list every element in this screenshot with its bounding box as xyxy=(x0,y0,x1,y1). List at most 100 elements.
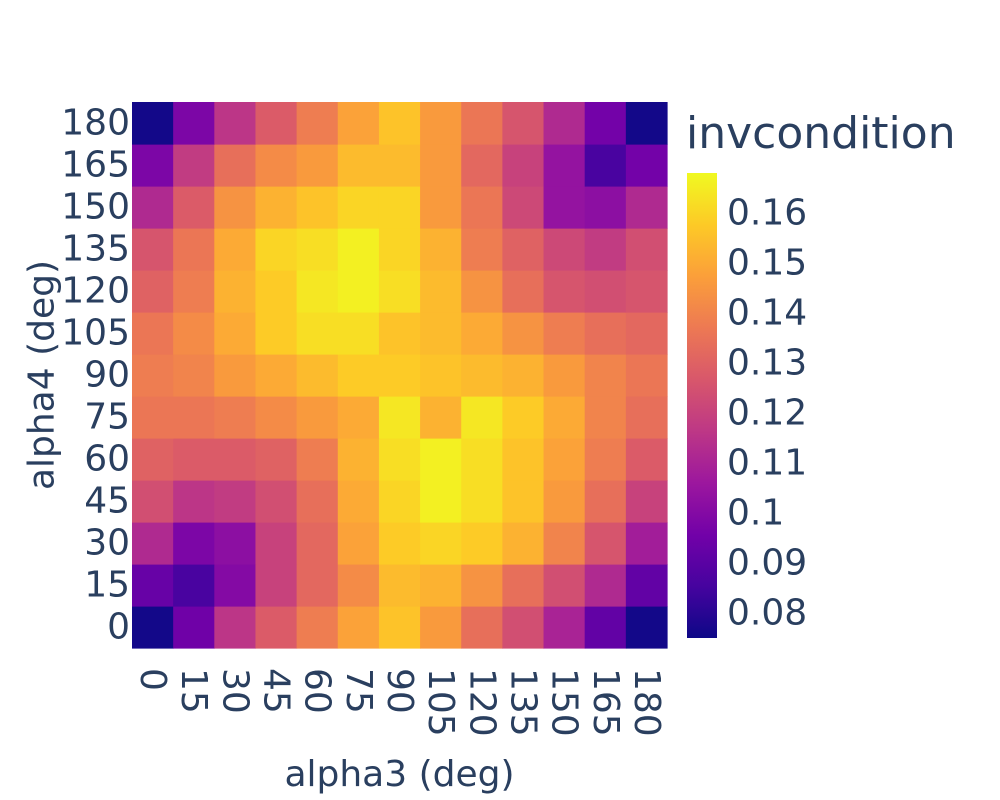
colorbar-tick-label: 0.14 xyxy=(727,293,807,334)
y-tick-label: 150 xyxy=(61,187,130,228)
heatmap-cell xyxy=(173,606,215,649)
heatmap-cell xyxy=(543,102,586,145)
heatmap-cell xyxy=(132,396,174,439)
heatmap-cell xyxy=(214,480,257,523)
heatmap-cell xyxy=(625,480,668,523)
heatmap-cell xyxy=(296,102,339,145)
x-tick-label: 45 xyxy=(256,668,297,714)
heatmap-cell xyxy=(461,228,503,271)
heatmap-cell xyxy=(584,270,627,313)
heatmap-cell xyxy=(214,102,257,145)
heatmap-cell xyxy=(132,438,174,481)
heatmap-cell xyxy=(420,312,462,355)
heatmap-cell xyxy=(584,102,627,145)
heatmap-cell xyxy=(543,522,586,565)
heatmap-cell xyxy=(214,270,257,313)
y-tick-label: 165 xyxy=(61,145,130,186)
heatmap-cell xyxy=(543,144,586,187)
heatmap-cell xyxy=(296,228,339,271)
y-tick-label: 30 xyxy=(84,523,130,564)
heatmap-cell xyxy=(543,396,586,439)
heatmap-cell xyxy=(255,228,298,271)
y-tick-label: 0 xyxy=(107,607,130,648)
heatmap-cell xyxy=(337,186,380,229)
heatmap-cell xyxy=(584,228,627,271)
x-tick-label: 15 xyxy=(173,668,214,714)
heatmap-cell xyxy=(502,102,545,145)
heatmap-cell xyxy=(214,606,257,649)
heatmap-cell xyxy=(132,354,174,397)
colorbar-tick-label: 0.15 xyxy=(727,243,807,284)
heatmap-cell xyxy=(378,480,421,523)
heatmap-cell xyxy=(461,312,503,355)
heatmap-cell xyxy=(173,438,215,481)
heatmap-cell xyxy=(214,564,257,607)
heatmap-cell xyxy=(337,228,380,271)
heatmap-cell xyxy=(337,312,380,355)
heatmap-cell xyxy=(584,564,627,607)
y-tick-label: 90 xyxy=(84,355,130,396)
heatmap-cell xyxy=(584,480,627,523)
colorbar-title: invcondition xyxy=(686,108,956,159)
heatmap-cell xyxy=(337,354,380,397)
heatmap-cell xyxy=(461,564,503,607)
y-tick-label: 105 xyxy=(61,313,130,354)
heatmap-cell xyxy=(296,312,339,355)
x-tick-label: 105 xyxy=(420,668,461,737)
heatmap-cell xyxy=(214,228,257,271)
heatmap-cell xyxy=(337,102,380,145)
heatmap-cell xyxy=(255,480,298,523)
heatmap-cell xyxy=(420,396,462,439)
heatmap-cell xyxy=(502,228,545,271)
heatmap-cell xyxy=(625,186,668,229)
heatmap-cell xyxy=(502,522,545,565)
heatmap-cell xyxy=(625,102,668,145)
heatmap-cell xyxy=(132,186,174,229)
heatmap-cell xyxy=(296,354,339,397)
heatmap-cell xyxy=(502,312,545,355)
heatmap-cell xyxy=(337,606,380,649)
x-tick-label: 90 xyxy=(379,668,420,714)
heatmap-cell xyxy=(461,102,503,145)
heatmap-cell xyxy=(337,396,380,439)
heatmap-cell xyxy=(378,312,421,355)
colorbar-tick-label: 0.09 xyxy=(727,543,807,584)
heatmap-cell xyxy=(255,270,298,313)
heatmap-cell xyxy=(584,354,627,397)
x-tick-label: 150 xyxy=(544,668,585,737)
heatmap-cell xyxy=(502,144,545,187)
colorbar-tick-label: 0.1 xyxy=(727,493,784,534)
heatmap-cell xyxy=(420,606,462,649)
heatmap-cell xyxy=(420,564,462,607)
heatmap-cell xyxy=(132,606,174,649)
heatmap-cell xyxy=(625,522,668,565)
heatmap-cell xyxy=(584,606,627,649)
heatmap-cell xyxy=(255,102,298,145)
heatmap-cell xyxy=(214,312,257,355)
heatmap-cell xyxy=(584,144,627,187)
y-tick-label: 120 xyxy=(61,271,130,312)
heatmap-cell xyxy=(461,606,503,649)
colorbar-tick-label: 0.08 xyxy=(727,593,807,634)
colorbar-tick-label: 0.13 xyxy=(727,343,807,384)
heatmap-cell xyxy=(502,480,545,523)
heatmap-cell xyxy=(461,354,503,397)
heatmap-cell xyxy=(132,522,174,565)
heatmap-cell xyxy=(543,270,586,313)
heatmap-cell xyxy=(502,606,545,649)
y-axis-title: alpha4 (deg) xyxy=(22,260,63,490)
heatmap-cell xyxy=(173,186,215,229)
heatmap-cell xyxy=(173,480,215,523)
heatmap-cell xyxy=(173,144,215,187)
heatmap-cell xyxy=(543,480,586,523)
heatmap-cell xyxy=(461,480,503,523)
heatmap-cell xyxy=(132,480,174,523)
heatmap-cell xyxy=(625,396,668,439)
x-tick-label: 120 xyxy=(461,668,502,737)
heatmap-cell xyxy=(625,144,668,187)
heatmap-cell xyxy=(625,270,668,313)
heatmap-cell xyxy=(255,564,298,607)
heatmap-cell xyxy=(296,438,339,481)
heatmap-cell xyxy=(378,270,421,313)
